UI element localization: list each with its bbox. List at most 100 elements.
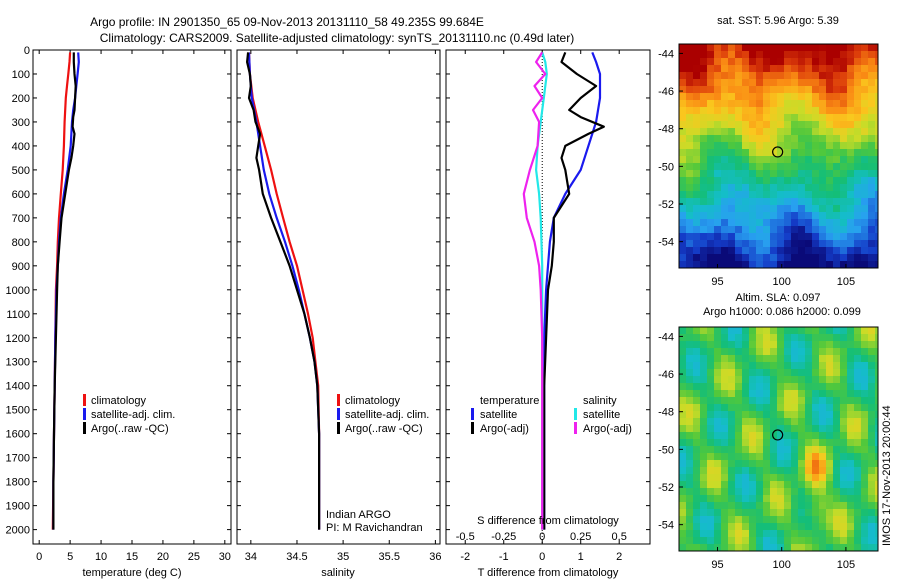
map-cell [798,156,806,164]
x-tick-label: 5 [67,551,73,563]
map-cell [679,544,687,551]
map-cell [784,156,792,164]
map-cell [686,334,694,342]
map-cell [770,142,778,150]
map-cell [742,156,750,164]
map-cell [693,488,701,496]
map-cell [798,369,806,377]
map-cell [847,488,855,496]
map-cell [749,432,757,440]
map-cell [826,509,834,517]
map-cell [735,334,743,342]
map-cell [875,100,878,108]
map-cell [735,177,743,185]
map-cell [812,261,820,268]
map-cell [819,93,827,101]
map-cell [875,383,878,391]
map-cell [861,198,869,206]
map-cell [728,219,736,227]
map-cell [840,411,848,419]
map-cell [763,114,771,122]
map-cell [861,418,869,426]
map-cell [707,86,715,94]
map-cell [728,390,736,398]
map-cell [756,418,764,426]
map-cell [721,149,729,157]
map-cell [833,425,841,433]
map-cell [875,128,878,136]
map-cell [798,495,806,503]
map-cell [742,418,750,426]
map-cell [749,184,757,192]
map-cell [847,544,855,551]
map-cell [791,432,799,440]
map-cell [742,376,750,384]
map-cell [791,121,799,129]
map-cell [721,348,729,356]
map-cell [770,341,778,349]
map-cell [833,135,841,143]
map-cell [798,509,806,517]
map-cell [686,261,694,268]
map-cell [819,205,827,213]
map-cell [679,226,687,234]
map-cell [840,107,848,115]
map-cell [770,107,778,115]
map-cell [847,114,855,122]
map-cell [861,247,869,255]
map-cell [805,247,813,255]
map-cell [679,418,687,426]
map-cell [714,184,722,192]
map-cell [777,334,785,342]
map-cell [763,170,771,178]
map-cell [826,530,834,538]
map-cell [819,544,827,551]
map-cell [826,93,834,101]
map-cell [763,404,771,412]
map-cell [847,341,855,349]
map-cell [707,247,715,255]
map-cell [735,327,743,335]
map-cell [763,341,771,349]
map-cell [791,418,799,426]
map-cell [805,495,813,503]
map-cell [805,530,813,538]
map-cell [707,404,715,412]
map-cell [854,121,862,129]
map-cell [777,121,785,129]
map-cell [777,191,785,199]
map-cell [812,226,820,234]
map-cell [721,411,729,419]
map-cell [847,432,855,440]
map-cell [693,544,701,551]
map-cell [686,219,694,227]
map-cell [791,219,799,227]
map-cell [686,495,694,503]
map-cell [840,425,848,433]
map-cell [777,247,785,255]
map-cell [707,390,715,398]
map-cell [693,432,701,440]
map-cell [777,135,785,143]
map-cell [700,467,708,475]
map-cell [735,404,743,412]
map-cell [826,348,834,356]
map-cell [686,397,694,405]
map-cell [728,418,736,426]
map-cell [756,355,764,363]
map-cell [756,537,764,545]
map-cell [770,537,778,545]
legend-argo: Argo(..raw -QC) [91,423,169,435]
map-cell [770,488,778,496]
map-cell [847,156,855,164]
map-cell [826,44,834,52]
map-cell [770,240,778,248]
map-cell [854,142,862,150]
map-cell [686,369,694,377]
map-cell [742,226,750,234]
map-cell [791,107,799,115]
map-cell [833,191,841,199]
map-cell [700,369,708,377]
map-cell [693,240,701,248]
